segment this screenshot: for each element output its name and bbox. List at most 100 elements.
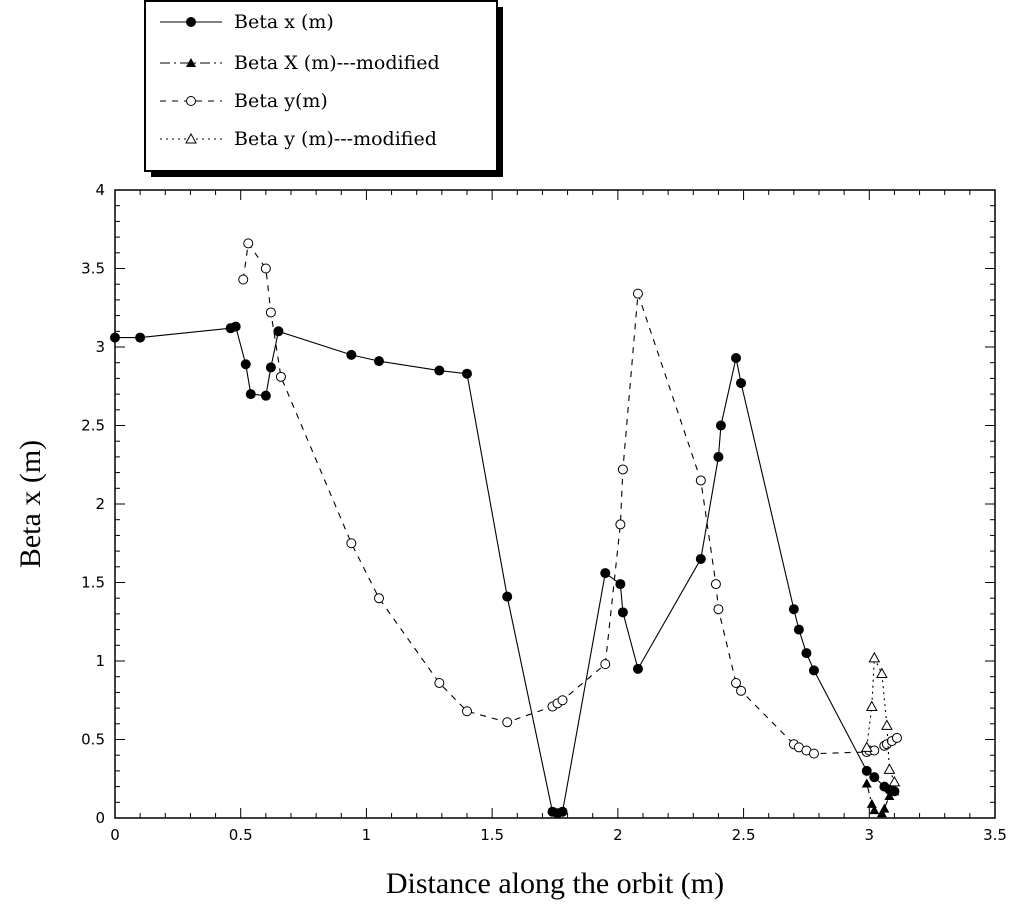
data-point bbox=[502, 717, 513, 728]
data-point bbox=[808, 748, 819, 759]
data-point bbox=[868, 651, 881, 663]
data-point bbox=[240, 359, 251, 370]
x-tick-label: 1 bbox=[362, 826, 372, 844]
series-0 bbox=[110, 321, 900, 819]
data-point bbox=[713, 604, 724, 615]
data-point bbox=[260, 390, 271, 401]
axis-ticks bbox=[114, 189, 996, 819]
data-point bbox=[866, 798, 877, 808]
data-point bbox=[346, 349, 357, 360]
data-point bbox=[715, 420, 726, 431]
legend-marker bbox=[186, 96, 196, 106]
data-point bbox=[891, 732, 902, 743]
legend-label: Beta x (m) bbox=[234, 11, 334, 33]
data-point bbox=[615, 519, 626, 530]
legend-label: Beta y(m) bbox=[234, 90, 328, 112]
data-point bbox=[434, 365, 445, 376]
plot-frame bbox=[114, 189, 996, 819]
data-point bbox=[632, 663, 643, 674]
tick-labels: 0 0.5 1 1.5 2 2.5 3 3.5 0 0.5 1 1.5 2 2.5 3 3.5 4 bbox=[81, 181, 1007, 844]
y-tick-label: 2 bbox=[95, 495, 105, 513]
series-1 bbox=[861, 778, 900, 818]
data-point bbox=[695, 553, 706, 564]
series-line bbox=[115, 325, 895, 814]
data-point bbox=[876, 667, 888, 679]
data-point bbox=[883, 763, 896, 774]
x-tick-label: 1.5 bbox=[480, 826, 504, 844]
legend-label: Beta y (m)---modified bbox=[234, 128, 437, 150]
legend-marker bbox=[186, 58, 196, 67]
series-layer bbox=[110, 238, 902, 819]
data-point bbox=[889, 786, 900, 796]
y-tick-label: 0 bbox=[95, 809, 105, 827]
x-tick-label: 0 bbox=[110, 826, 120, 844]
y-tick-label: 3.5 bbox=[81, 260, 105, 278]
x-tick-label: 3.5 bbox=[983, 826, 1007, 844]
data-point bbox=[273, 326, 284, 337]
legend-box bbox=[144, 0, 498, 172]
data-point bbox=[275, 371, 286, 382]
data-point bbox=[374, 356, 384, 367]
data-point bbox=[600, 568, 611, 579]
y-tick-label: 1.5 bbox=[81, 574, 105, 592]
data-point bbox=[617, 607, 628, 618]
data-point bbox=[869, 805, 880, 815]
data-point bbox=[230, 321, 241, 332]
data-point bbox=[788, 604, 799, 615]
data-point bbox=[869, 772, 880, 783]
data-point bbox=[801, 648, 812, 659]
data-point bbox=[731, 677, 742, 688]
data-point bbox=[793, 624, 804, 635]
data-point bbox=[502, 591, 513, 602]
legend-marker bbox=[186, 17, 196, 27]
series-3 bbox=[860, 651, 901, 787]
y-tick-label: 3 bbox=[95, 338, 105, 356]
x-axis-title: Distance along the orbit (m) bbox=[386, 867, 724, 900]
data-point bbox=[374, 593, 384, 604]
data-point bbox=[736, 378, 747, 389]
data-point bbox=[462, 706, 472, 717]
series-2 bbox=[238, 238, 902, 759]
x-tick-label: 3 bbox=[865, 826, 875, 844]
data-point bbox=[135, 332, 146, 343]
x-tick-label: 2.5 bbox=[732, 826, 756, 844]
data-point bbox=[884, 791, 895, 801]
data-point bbox=[879, 803, 890, 813]
data-point bbox=[265, 362, 276, 373]
data-point bbox=[615, 579, 626, 590]
data-point bbox=[865, 700, 878, 712]
data-point bbox=[557, 695, 568, 706]
data-point bbox=[736, 685, 747, 696]
data-point bbox=[695, 475, 706, 486]
data-point bbox=[876, 808, 887, 818]
legend: Beta x (m) Beta X (m)---modified Beta y(m)… bbox=[144, 0, 503, 177]
data-point bbox=[238, 274, 249, 285]
legend-entries: Beta x (m) Beta X (m)---modified Beta y(m)… bbox=[160, 11, 440, 150]
data-point bbox=[434, 677, 445, 688]
data-point bbox=[713, 451, 724, 462]
data-point bbox=[861, 765, 872, 776]
legend-marker bbox=[185, 132, 197, 144]
data-point bbox=[557, 806, 568, 817]
data-point bbox=[731, 352, 742, 363]
data-point bbox=[346, 538, 357, 549]
data-point bbox=[600, 659, 611, 670]
data-point bbox=[861, 778, 872, 788]
data-point bbox=[617, 464, 628, 475]
data-point bbox=[260, 263, 271, 274]
y-tick-label: 2.5 bbox=[81, 417, 105, 435]
data-point bbox=[881, 719, 893, 730]
data-point bbox=[243, 238, 254, 249]
data-point bbox=[265, 307, 276, 318]
data-point bbox=[710, 579, 721, 590]
legend-label: Beta X (m)---modified bbox=[234, 52, 440, 74]
data-point bbox=[462, 368, 472, 379]
x-tick-label: 0.5 bbox=[229, 826, 253, 844]
data-point bbox=[245, 389, 256, 400]
data-point bbox=[888, 775, 901, 787]
y-tick-label: 1 bbox=[95, 652, 105, 670]
data-point bbox=[110, 332, 120, 343]
x-tick-label: 2 bbox=[613, 826, 623, 844]
data-point bbox=[808, 665, 819, 676]
